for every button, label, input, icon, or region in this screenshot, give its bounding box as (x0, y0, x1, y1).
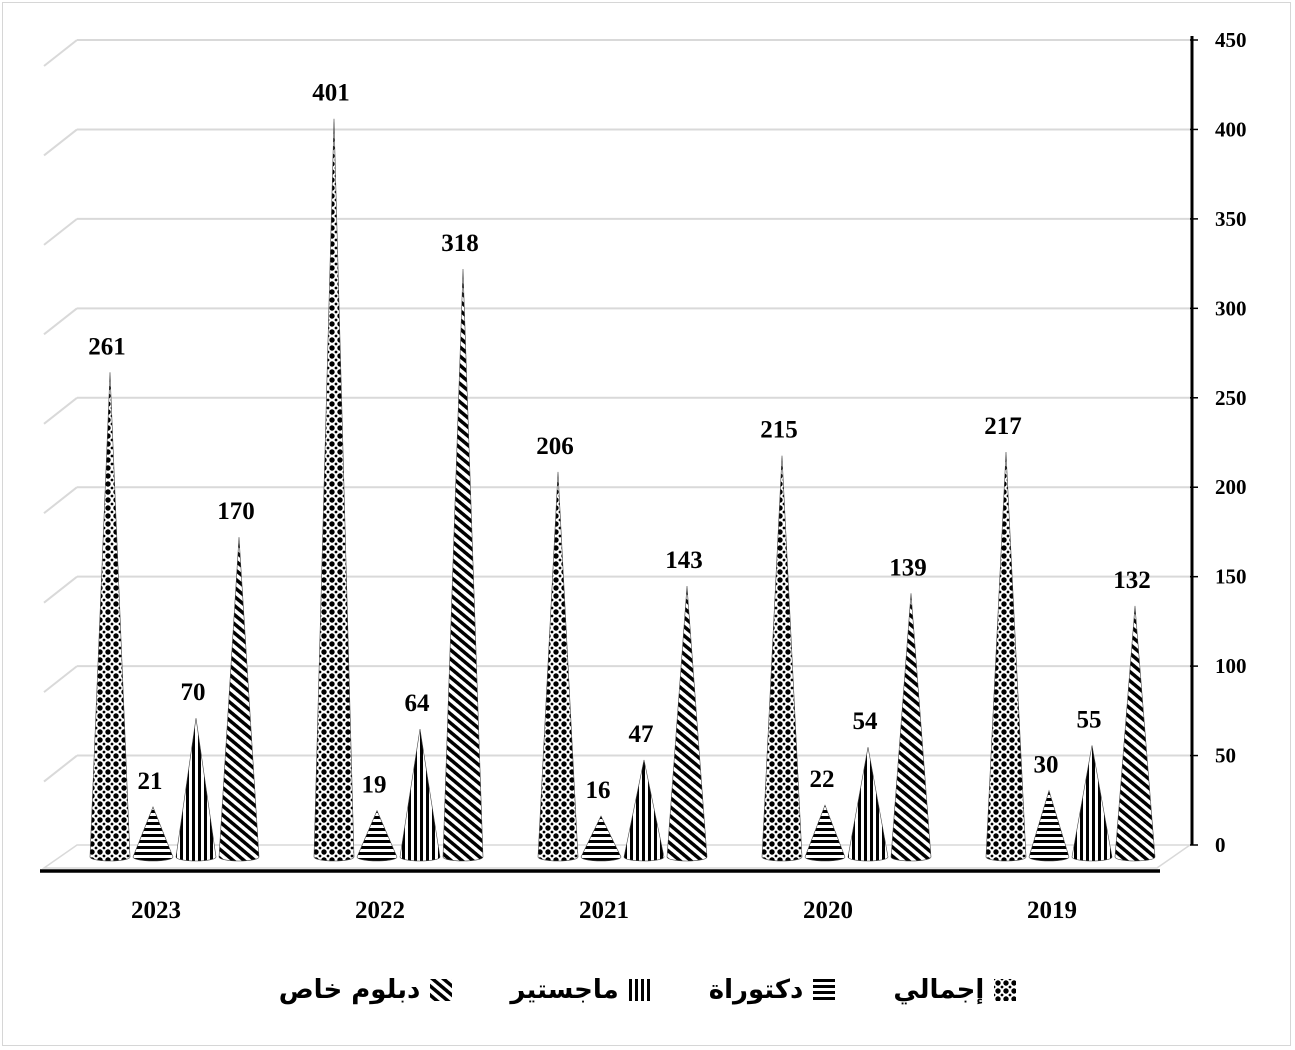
data-label: 206 (536, 433, 574, 460)
cone-diploma (218, 537, 260, 862)
cone-masters (1071, 745, 1113, 862)
data-label: 215 (760, 417, 798, 444)
y-tick-label: 250 (1215, 386, 1247, 410)
data-label: 143 (665, 547, 703, 574)
data-labels: 261 21 70 170 401 19 64 318 206 16 47 143 215 22 54 139… (88, 80, 1151, 804)
legend-swatch-doctorate (813, 979, 836, 1001)
data-label: 64 (405, 690, 431, 717)
gridline-depth (43, 665, 78, 693)
x-tick-label: 2019 (1027, 897, 1077, 924)
cone-doctorate (132, 806, 174, 862)
cone-diploma (1114, 605, 1156, 862)
data-label: 54 (853, 708, 879, 735)
gridline-depth (43, 39, 78, 67)
data-label: 401 (312, 80, 350, 107)
y-tick-label: 300 (1215, 296, 1247, 320)
cone-diploma (890, 593, 932, 862)
cones (89, 118, 1156, 862)
cone-doctorate (356, 809, 398, 862)
y-tick-label: 150 (1215, 565, 1247, 589)
cone-total (313, 118, 355, 862)
gridline-depth (43, 754, 78, 783)
y-tick-label: 450 (1215, 28, 1247, 52)
gridline-depth (43, 396, 78, 425)
y-tick-label: 400 (1215, 117, 1247, 141)
legend-swatch-diploma (430, 979, 453, 1001)
cone-doctorate (580, 815, 622, 862)
cone-chart: 0 50 100 150 200 250 300 350 400 450 261 21 70 170 40… (40, 28, 1247, 924)
data-label: 22 (810, 766, 835, 793)
gridline-depth (43, 486, 78, 515)
y-tick-label: 350 (1215, 207, 1247, 231)
cone-masters (175, 718, 217, 862)
y-axis-ticks: 0 50 100 150 200 250 300 350 400 450 (1190, 28, 1247, 857)
legend-swatch-total (994, 979, 1017, 1001)
x-tick-label: 2020 (803, 897, 853, 924)
data-label: 139 (889, 554, 927, 581)
gridline-depth (43, 128, 78, 157)
legend-label-masters: ماجستير (510, 975, 619, 1005)
y-tick-label: 200 (1215, 475, 1247, 499)
legend-label-doctorate: دكتوراة (708, 975, 804, 1005)
cone-masters (399, 729, 441, 862)
data-label: 318 (441, 230, 479, 257)
data-label: 217 (984, 413, 1022, 440)
cone-diploma (666, 585, 708, 862)
data-label: 16 (586, 777, 611, 804)
data-label: 21 (138, 768, 163, 795)
data-label: 47 (629, 721, 654, 748)
data-label: 132 (1113, 567, 1151, 594)
cone-diploma (442, 269, 484, 862)
x-axis-labels: 2023 2022 2021 2020 2019 (131, 897, 1077, 924)
cone-doctorate (1028, 789, 1070, 862)
data-label: 55 (1077, 706, 1102, 733)
data-label: 170 (217, 498, 255, 525)
legend-label-diploma: دبلوم خاص (278, 975, 421, 1005)
y-tick-label: 100 (1215, 654, 1247, 678)
gridline-depth (43, 307, 78, 336)
cone-total (761, 455, 803, 862)
gridlines (43, 39, 1190, 783)
data-label: 19 (362, 772, 387, 799)
x-tick-label: 2021 (579, 897, 629, 924)
legend-label-total: إجمالي (893, 975, 985, 1005)
y-tick-label: 50 (1215, 744, 1236, 768)
legend-item-diploma: دبلوم خاص (279, 975, 453, 1005)
cone-masters (623, 759, 665, 862)
x-tick-label: 2022 (355, 897, 405, 924)
legend-item-total: إجمالي (893, 975, 1017, 1005)
cone-total (985, 451, 1027, 862)
legend-item-doctorate: دكتوراة (709, 975, 836, 1005)
x-tick-label: 2023 (131, 897, 181, 924)
cone-doctorate (804, 804, 846, 862)
cone-total (89, 372, 131, 862)
legend-item-masters: ماجستير (510, 975, 651, 1005)
legend: إجمالي دكتوراة ماجستير دبلوم خاص (0, 960, 1295, 1020)
data-label: 70 (181, 679, 206, 706)
data-label: 261 (88, 333, 126, 360)
cone-total (537, 471, 579, 862)
legend-swatch-masters (628, 979, 651, 1001)
data-label: 30 (1034, 752, 1059, 779)
cone-masters (847, 747, 889, 862)
gridline-depth (43, 218, 78, 246)
gridline-depth (43, 575, 78, 604)
y-tick-label: 0 (1215, 833, 1226, 857)
